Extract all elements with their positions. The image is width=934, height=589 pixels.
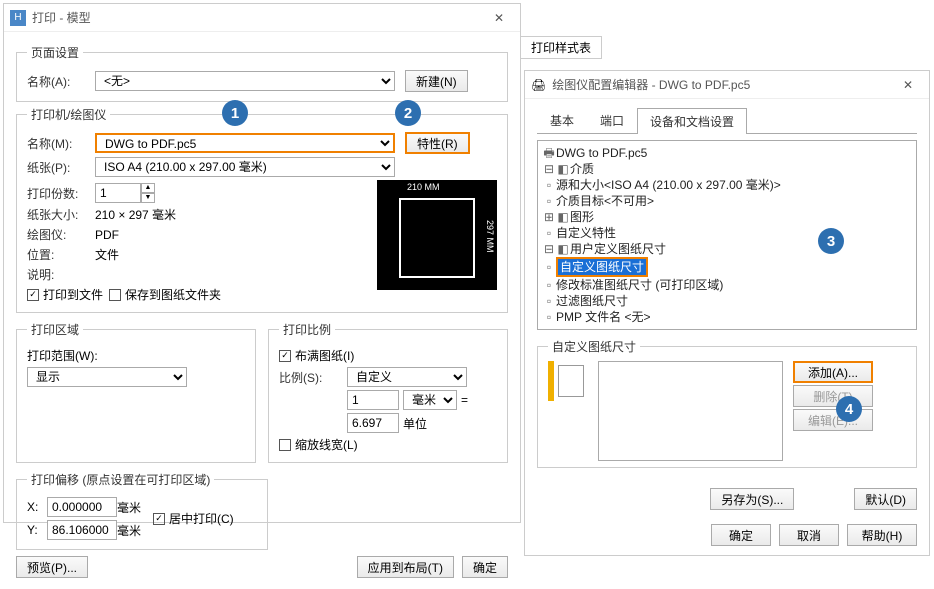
save-to-folder-checkbox[interactable]: 保存到图纸文件夹	[109, 286, 221, 303]
range-select[interactable]: 显示	[27, 367, 187, 387]
scale-legend: 打印比例	[279, 321, 335, 338]
pagesetup-name-label: 名称(A):	[27, 73, 95, 90]
printer-legend: 打印机/绘图仪	[27, 106, 110, 123]
print-dialog: H 打印 - 模型 ✕ 页面设置 名称(A): <无> 新建(N) 打印机/绘图…	[3, 3, 521, 523]
page-setup-legend: 页面设置	[27, 44, 83, 61]
papersize-label: 纸张大小:	[27, 206, 95, 223]
cfg-help-button[interactable]: 帮助(H)	[847, 524, 917, 546]
scale-den-input[interactable]	[347, 413, 399, 433]
tree-root: 🖶DWG to PDF.pc5	[542, 145, 912, 161]
default-button[interactable]: 默认(D)	[854, 488, 917, 510]
papersize-value: 210 × 297 毫米	[95, 206, 176, 223]
cfg-title: 绘图仪配置编辑器 - DWG to PDF.pc5	[552, 76, 893, 93]
marker-1: 1	[222, 100, 248, 126]
y-input[interactable]	[47, 520, 117, 540]
copies-label: 打印份数:	[27, 185, 95, 202]
custom-paper-legend: 自定义图纸尺寸	[548, 338, 640, 355]
preview-button[interactable]: 预览(P)...	[16, 556, 88, 578]
page-setup-group: 页面设置 名称(A): <无> 新建(N)	[16, 44, 508, 102]
cfg-close-icon[interactable]: ✕	[893, 78, 923, 92]
cfg-titlebar: 🖨 绘图仪配置编辑器 - DWG to PDF.pc5 ✕	[525, 71, 929, 99]
tree-filter-paper: ▫过滤图纸尺寸	[542, 293, 912, 309]
unit-label: 单位	[403, 415, 427, 432]
offset-legend: 打印偏移 (原点设置在可打印区域)	[27, 471, 214, 488]
tree-media-target: ▫介质目标<不可用>	[542, 193, 912, 209]
tab-device[interactable]: 设备和文档设置	[637, 108, 747, 134]
plotter-value: PDF	[95, 228, 119, 242]
printer-name-select[interactable]: DWG to PDF.pc5	[95, 133, 395, 153]
print-ok-button[interactable]: 确定	[462, 556, 508, 578]
plotter-label: 绘图仪:	[27, 226, 95, 243]
add-paper-button[interactable]: 添加(A)...	[793, 361, 873, 383]
x-unit: 毫米	[117, 499, 141, 516]
tree-modify-std: ▫修改标准图纸尺寸 (可打印区域)	[542, 277, 912, 293]
config-tree[interactable]: 🖶DWG to PDF.pc5 ⊟◧介质 ▫源和大小<ISO A4 (210.0…	[537, 140, 917, 330]
ratio-select[interactable]: 自定义	[347, 367, 467, 387]
print-scale-group: 打印比例 ✓布满图纸(I) 比例(S):自定义 毫米 = 单位 缩放线宽(L)	[268, 321, 508, 463]
fit-paper-checkbox[interactable]: ✓布满图纸(I)	[279, 347, 354, 364]
tree-graphics: ⊞◧图形	[542, 209, 912, 225]
printer-icon: 🖨	[531, 78, 546, 92]
pagesetup-name-select[interactable]: <无>	[95, 71, 395, 91]
paper-icon	[548, 361, 588, 401]
tree-pmp: ▫PMP 文件名 <无>	[542, 309, 912, 325]
scale-num-input[interactable]	[347, 390, 399, 410]
saveas-button[interactable]: 另存为(S)...	[710, 488, 794, 510]
offset-group: 打印偏移 (原点设置在可打印区域) X: 毫米 Y: 毫米 ✓居中打印(C)	[16, 471, 268, 550]
eq-label: =	[461, 393, 468, 407]
print-title: 打印 - 模型	[32, 9, 484, 26]
paper-preview: 210 MM 297 MM	[377, 180, 497, 290]
new-pagesetup-button[interactable]: 新建(N)	[405, 70, 468, 92]
range-label: 打印范围(W):	[27, 347, 98, 364]
ratio-label: 比例(S):	[279, 369, 347, 386]
printer-group: 打印机/绘图仪 名称(M): DWG to PDF.pc5 特性(R) 纸张(P…	[16, 106, 508, 313]
apply-layout-button[interactable]: 应用到布局(T)	[357, 556, 454, 578]
scale-unit-select[interactable]: 毫米	[403, 390, 457, 410]
print-area-group: 打印区域 打印范围(W): 显示	[16, 321, 256, 463]
center-checkbox[interactable]: ✓居中打印(C)	[153, 510, 234, 527]
y-unit: 毫米	[117, 522, 141, 539]
area-legend: 打印区域	[27, 321, 83, 338]
printer-properties-button[interactable]: 特性(R)	[405, 132, 470, 154]
copies-stepper[interactable]: ▲▼	[95, 183, 155, 203]
desc-label: 说明:	[27, 266, 95, 283]
cfg-tabs: 基本 端口 设备和文档设置	[537, 107, 917, 134]
paper-select[interactable]: ISO A4 (210.00 x 297.00 毫米)	[95, 157, 395, 177]
x-label: X:	[27, 500, 47, 514]
location-label: 位置:	[27, 246, 95, 263]
cfg-cancel-button[interactable]: 取消	[779, 524, 839, 546]
tree-custom-paper: ▫自定义图纸尺寸	[542, 257, 912, 277]
print-titlebar: H 打印 - 模型 ✕	[4, 4, 520, 32]
y-label: Y:	[27, 523, 47, 537]
tree-user-paper: ⊟◧用户定义图纸尺寸	[542, 241, 912, 257]
scale-lineweights-checkbox[interactable]: 缩放线宽(L)	[279, 436, 358, 453]
tab-port[interactable]: 端口	[587, 107, 637, 133]
tab-basic[interactable]: 基本	[537, 107, 587, 133]
plotter-config-dialog: 🖨 绘图仪配置编辑器 - DWG to PDF.pc5 ✕ 基本 端口 设备和文…	[524, 70, 930, 556]
custom-paper-list[interactable]	[598, 361, 783, 461]
tree-custom-props: ▫自定义特性	[542, 225, 912, 241]
marker-2: 2	[395, 100, 421, 126]
marker-3: 3	[818, 228, 844, 254]
cfg-ok-button[interactable]: 确定	[711, 524, 771, 546]
location-value: 文件	[95, 246, 119, 263]
print-to-file-checkbox[interactable]: ✓打印到文件	[27, 286, 103, 303]
marker-4: 4	[836, 396, 862, 422]
close-icon[interactable]: ✕	[484, 11, 514, 25]
print-style-group: 打印样式表	[520, 36, 602, 59]
x-input[interactable]	[47, 497, 117, 517]
app-icon: H	[10, 10, 26, 26]
tree-media: ⊟◧介质	[542, 161, 912, 177]
paper-label: 纸张(P):	[27, 159, 95, 176]
tree-src-size: ▫源和大小<ISO A4 (210.00 x 297.00 毫米)>	[542, 177, 912, 193]
printer-name-label: 名称(M):	[27, 135, 95, 152]
